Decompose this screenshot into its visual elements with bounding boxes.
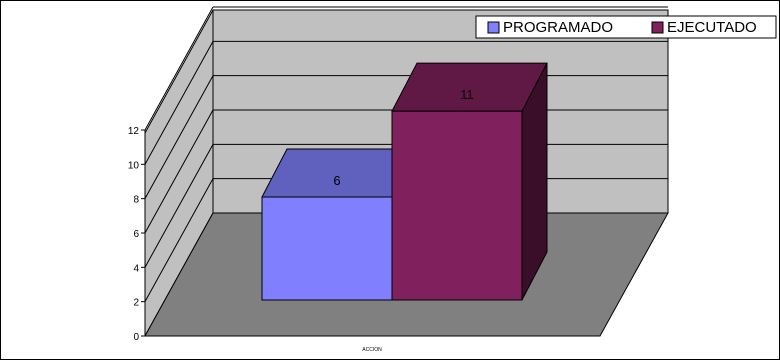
gridline [144,109,214,234]
value-axis: 0 2 4 6 8 10 12 [128,126,600,343]
bar-ejecutado [391,110,523,301]
legend-swatch-programado [487,21,500,34]
gridline [144,75,214,199]
y-tick-label: 6 [133,229,139,240]
x-tick-label: ACCION [362,347,382,353]
y-tick-label: 4 [133,263,139,274]
y-tick-label: 8 [133,195,139,206]
data-label-programado: 6 [333,173,340,188]
legend: PROGRAMADO EJECUTADO [475,15,777,39]
data-label-ejecutado: 11 [460,87,474,102]
y-tick-label: 2 [133,298,139,309]
y-tick-label: 12 [128,126,140,137]
data-labels: 6 11 [333,87,473,188]
y-tick-label: 10 [128,160,140,171]
y-tick-label: 0 [133,332,139,343]
bar-programado [261,196,393,301]
bars [261,62,548,301]
gridline [144,41,214,165]
gridline [144,6,214,131]
gridline [144,144,214,268]
gridline [144,178,214,302]
legend-swatch-ejecutado [651,21,664,34]
legend-box [475,15,777,39]
legend-label-ejecutado: EJECUTADO [667,19,757,36]
legend-label-programado: PROGRAMADO [503,19,613,36]
